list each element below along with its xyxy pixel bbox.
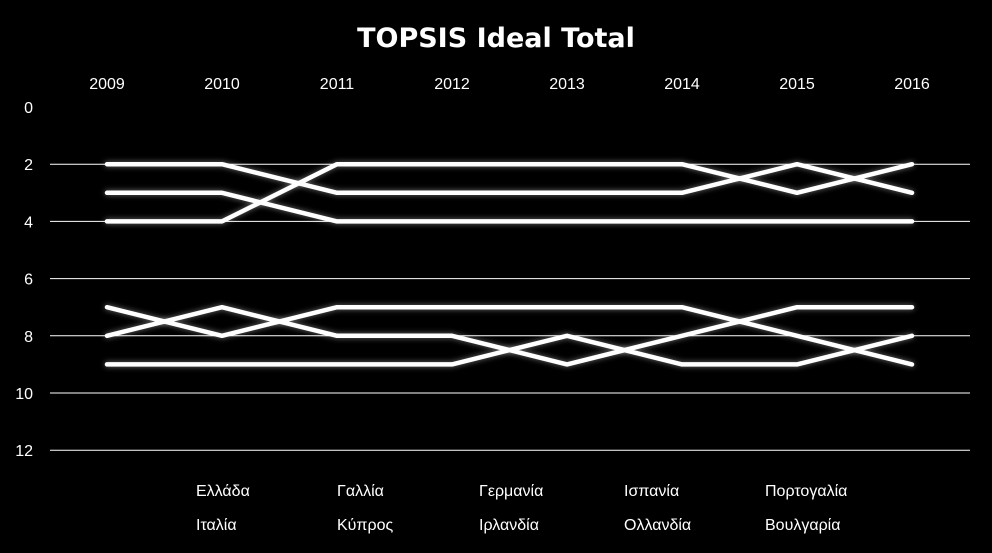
y-tick-label: 0 — [24, 100, 33, 117]
legend-item: Γερμανία — [428, 483, 543, 500]
legend-label: Πορτογαλία — [765, 483, 847, 500]
x-tick-label: 2010 — [204, 76, 240, 93]
series-line-9 — [104, 333, 915, 367]
legend-item: Ιταλία — [145, 517, 237, 534]
legend-label: Γαλλία — [337, 483, 384, 500]
legend-label: Βουλγαρία — [765, 517, 840, 534]
legend-item: Βουλγαρία — [714, 517, 840, 534]
x-tick-label: 2013 — [549, 76, 585, 93]
y-tick-label: 8 — [24, 329, 33, 346]
y-tick-label: 12 — [15, 443, 33, 460]
x-tick-label: 2016 — [894, 76, 930, 93]
x-axis: 2009 2010 2011 2012 2013 2014 2015 2016 — [89, 76, 930, 93]
legend-label: Ιρλανδία — [479, 517, 539, 534]
series-line-7 — [104, 304, 915, 367]
legend-label: Γερμανία — [479, 483, 543, 500]
y-tick-label: 4 — [24, 214, 33, 231]
legend-item: Πορτογαλία — [714, 483, 847, 500]
x-tick-label: 2014 — [664, 76, 700, 93]
legend-item: Ολλανδία — [573, 517, 691, 534]
legend-label: Κύπρος — [337, 517, 393, 534]
legend-item: Γαλλία — [286, 483, 384, 500]
legend: Ελλάδα Γαλλία Γερμανία Ισπανία Πορτογαλία Ιτα… — [145, 483, 847, 534]
legend-item: Κύπρος — [286, 517, 393, 534]
y-tick-label: 6 — [24, 272, 33, 289]
legend-label: Ιταλία — [196, 517, 237, 534]
y-tick-label: 2 — [24, 157, 33, 174]
chart-title: TOPSIS Ideal Total — [357, 23, 635, 54]
legend-label: Ολλανδία — [624, 517, 691, 534]
x-tick-label: 2011 — [320, 76, 355, 93]
y-axis: 0 2 4 6 8 10 12 — [15, 100, 33, 460]
series-line-3 — [104, 190, 915, 224]
x-tick-label: 2009 — [89, 76, 125, 93]
series-lines — [104, 133, 915, 396]
series-line-4 — [104, 161, 915, 224]
series-line-2 — [104, 161, 915, 196]
legend-item: Ελλάδα — [145, 483, 250, 500]
x-tick-label: 2015 — [779, 76, 815, 93]
legend-item: Ιρλανδία — [428, 517, 539, 534]
y-tick-label: 10 — [15, 386, 33, 403]
x-tick-label: 2012 — [434, 76, 470, 93]
legend-label: Ισπανία — [624, 483, 679, 500]
legend-item: Ισπανία — [573, 483, 679, 500]
legend-label: Ελλάδα — [196, 483, 250, 500]
